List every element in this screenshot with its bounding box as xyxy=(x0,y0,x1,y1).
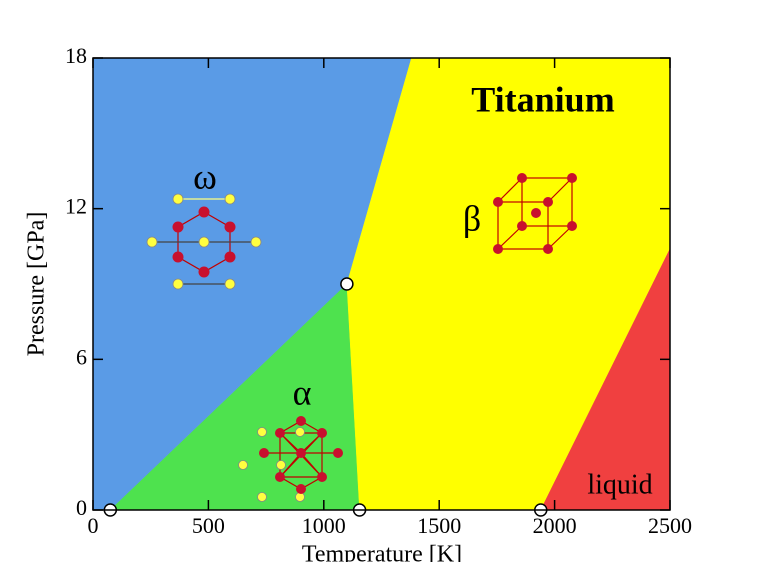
triple-point xyxy=(340,277,354,291)
x-tick-label: 2500 xyxy=(648,513,692,538)
alpha-crystal-icon xyxy=(238,416,343,502)
y-axis-label: Pressure [GPa] xyxy=(24,212,50,357)
crystal-icons xyxy=(146,173,577,502)
y-tick-label: 18 xyxy=(65,43,87,68)
beta-crystal-icon xyxy=(493,173,577,254)
omega-crystal-icon xyxy=(146,193,262,290)
x-axis-label: Temperature [K] xyxy=(302,542,462,562)
y-tick-label: 6 xyxy=(76,344,87,369)
phase-label: β xyxy=(463,198,481,238)
x-tick-label: 500 xyxy=(192,513,225,538)
chart-title: Titanium xyxy=(471,79,614,119)
phase-label: ω xyxy=(193,156,217,196)
x-tick-label: 2000 xyxy=(533,513,577,538)
plot-area xyxy=(92,57,671,511)
y-tick-label: 12 xyxy=(65,194,87,219)
phase-label: α xyxy=(293,372,312,412)
phase-label: liquid xyxy=(587,469,652,500)
y-tick-label: 0 xyxy=(76,495,87,520)
axes: ω α β liquid 0 500 1000 1500 2000 2500 0 6 12 18 Titan… xyxy=(24,43,693,562)
plot-frame xyxy=(92,57,671,511)
x-tick-label: 1000 xyxy=(302,513,346,538)
x-tick-label: 1500 xyxy=(417,513,461,538)
x-tick-label: 0 xyxy=(88,513,99,538)
